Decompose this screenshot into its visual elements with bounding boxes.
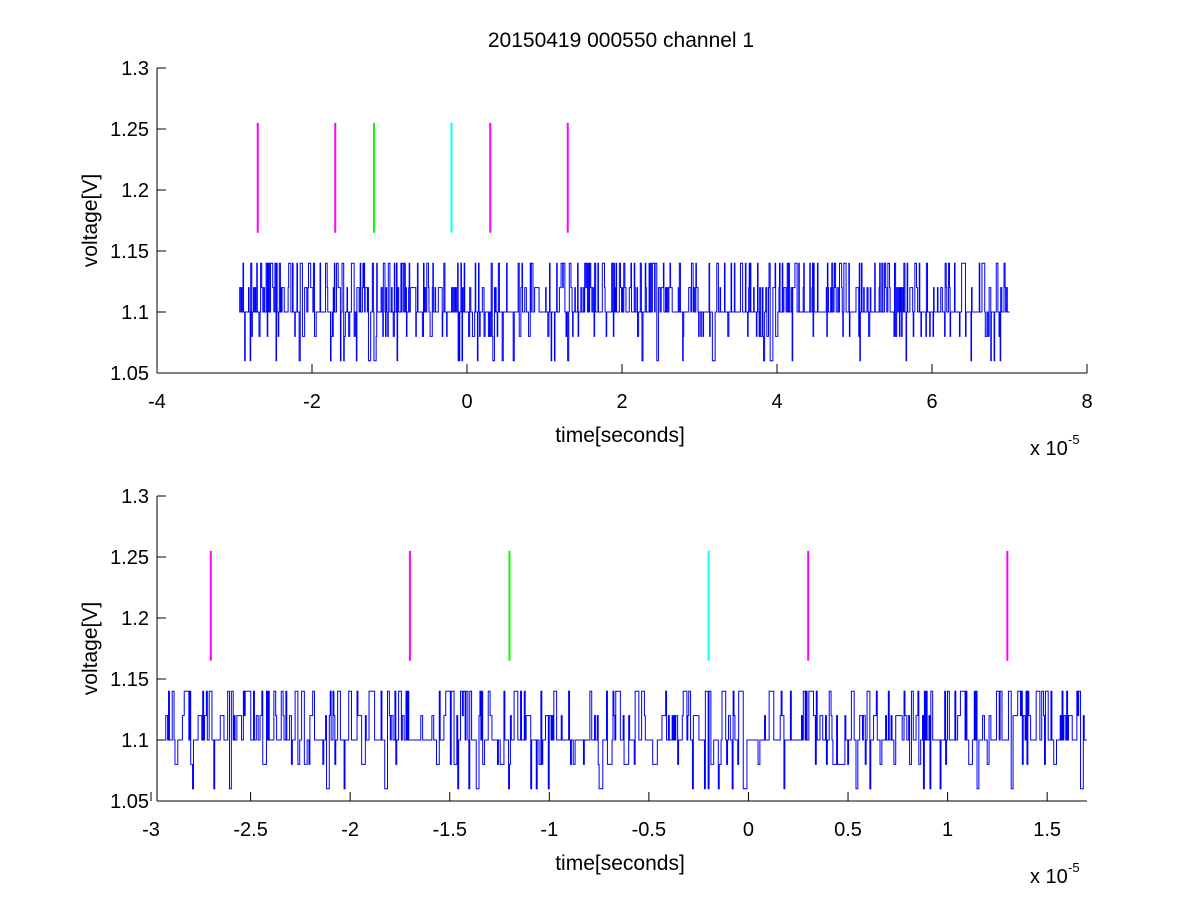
y-tick-label: 1.05 [110, 363, 149, 385]
voltage-trace [162, 690, 1087, 790]
y-tick-label: 1.3 [121, 58, 149, 80]
x-tick-label: -3 [142, 819, 160, 841]
x-multiplier-exponent: -5 [1068, 860, 1080, 875]
x-tick-label: 1.5 [1033, 819, 1061, 841]
y-tick-label: 1.3 [121, 486, 149, 508]
x-tick-label: -1.5 [433, 819, 467, 841]
x-tick-label: 2 [616, 391, 627, 413]
y-tick-label: 1.15 [110, 669, 149, 691]
y-tick-label: 1.1 [121, 730, 149, 752]
y-tick-label: 1.2 [121, 180, 149, 202]
x-multiplier-exponent: -5 [1068, 432, 1080, 447]
bottom-axes: 1.05 1.1 1.15 1.2 1.25 1.3 -3 -2.5 -2 -1.5 -1 -0.5 0… [79, 486, 1087, 888]
top-axes: 1.05 1.1 1.15 1.2 1.25 1.3 -4 -2 0 2 4 6 8 time[secon… [79, 58, 1093, 460]
y-tick-label: 1.25 [110, 119, 149, 141]
y-tick-label: 1.25 [110, 547, 149, 569]
x-tick-label: 0 [461, 391, 472, 413]
x-tick-label: -2.5 [233, 819, 267, 841]
x-tick-label: -4 [148, 391, 166, 413]
x-tick-label: 0.5 [834, 819, 862, 841]
x-tick-label: -0.5 [632, 819, 666, 841]
y-axis-label: voltage[V] [79, 602, 102, 695]
y-tick-label: 1.15 [110, 241, 149, 263]
y-tick-label: 1.1 [121, 302, 149, 324]
y-tick-label: 1.05 [110, 791, 149, 813]
x-tick-label: -2 [303, 391, 321, 413]
x-tick-label: 4 [771, 391, 782, 413]
x-tick-label: -2 [341, 819, 359, 841]
x-axis-label: time[seconds] [555, 424, 685, 447]
x-tick-label: 8 [1081, 391, 1092, 413]
x-multiplier-label: x 10 [1030, 866, 1068, 888]
x-tick-label: -1 [540, 819, 558, 841]
x-axis-label: time[seconds] [555, 852, 685, 875]
y-tick-label: 1.2 [121, 608, 149, 630]
x-multiplier-label: x 10 [1030, 438, 1068, 460]
x-tick-label: 0 [743, 819, 754, 841]
x-tick-label: 1 [942, 819, 953, 841]
voltage-trace [239, 262, 1010, 362]
x-tick-label: 6 [926, 391, 937, 413]
y-axis-label: voltage[V] [79, 174, 102, 267]
figure-title: 20150419 000550 channel 1 [488, 29, 754, 52]
